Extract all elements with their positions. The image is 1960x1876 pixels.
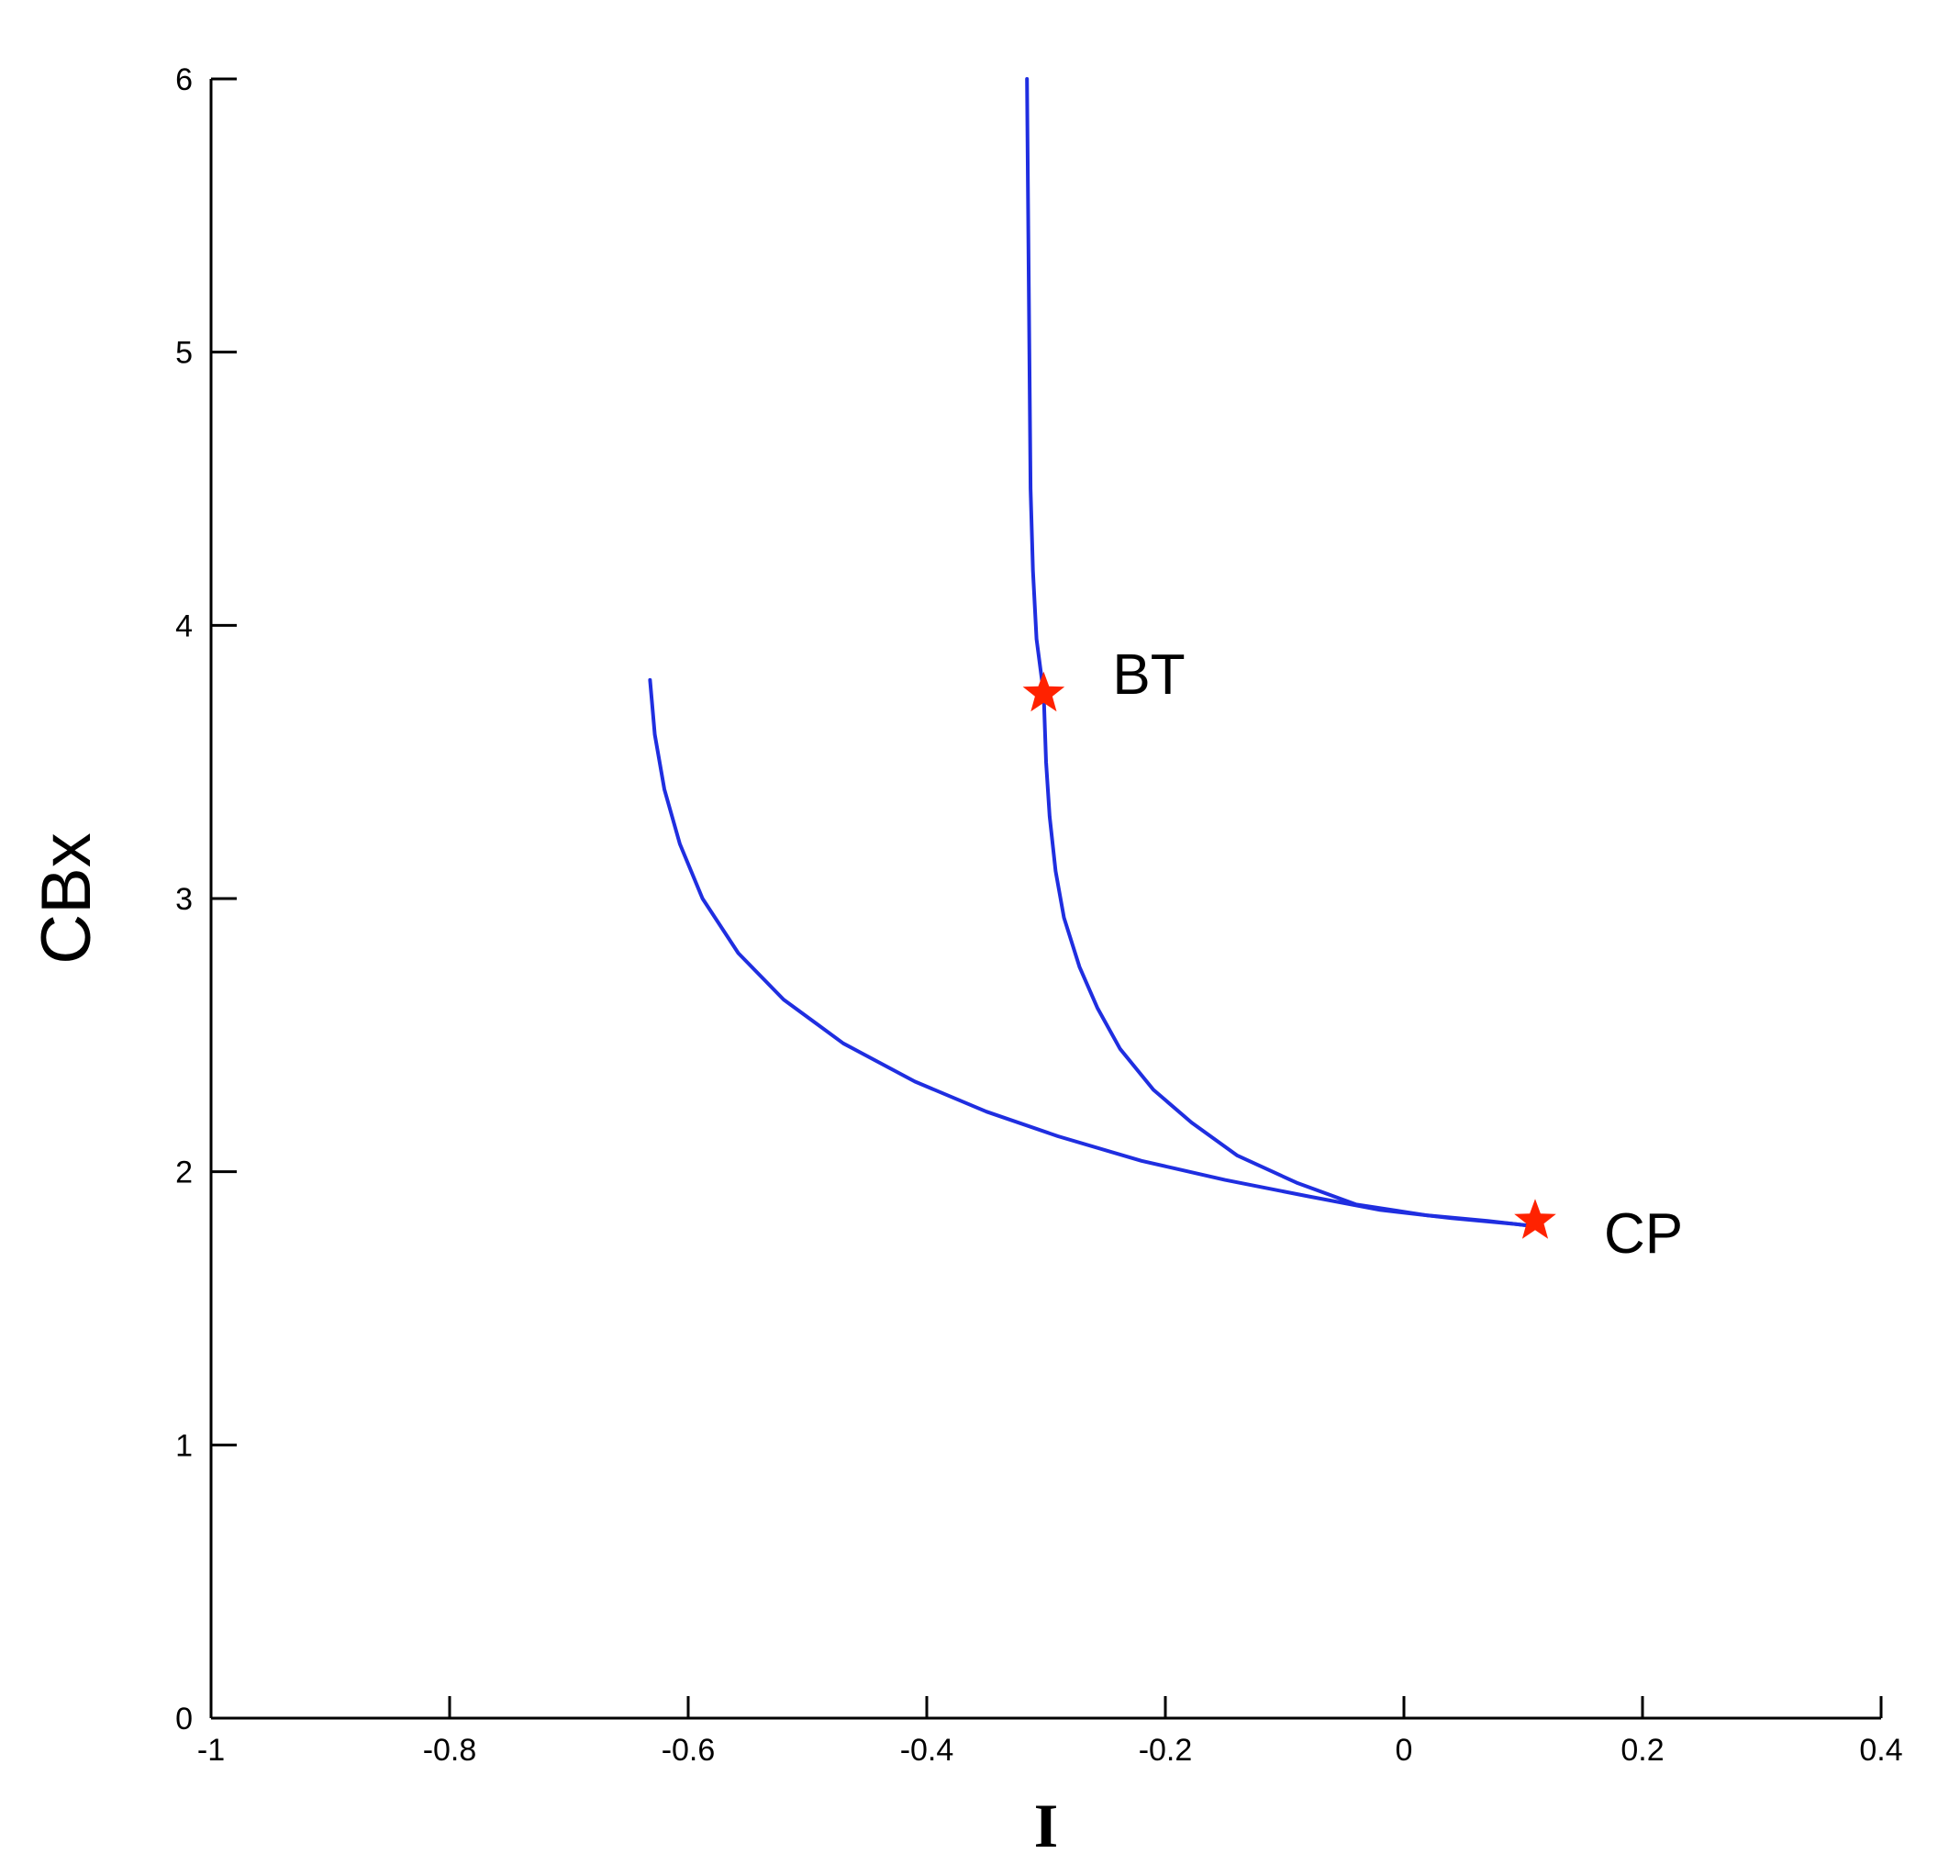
y-axis-label: CBx (28, 832, 106, 965)
x-tick-label: -0.2 (1139, 1733, 1193, 1768)
y-tick-label: 5 (175, 336, 193, 371)
y-ticks: 0 1 2 3 4 5 6 (175, 62, 237, 1736)
series-line-1 (1025, 77, 1537, 1229)
x-axis-label: I (1034, 1791, 1058, 1860)
y-tick-label: 6 (175, 62, 193, 97)
y-tick-label: 1 (175, 1428, 193, 1463)
star-marker-bt (1022, 671, 1065, 712)
y-tick-label: 0 (175, 1702, 193, 1736)
x-tick-label: -0.6 (662, 1733, 716, 1768)
series-layer (648, 77, 1537, 1229)
x-tick-label: 0.4 (1859, 1733, 1902, 1768)
series-line-2 (648, 677, 1537, 1229)
marker-layer: BT CP (1022, 643, 1683, 1266)
y-tick-label: 3 (175, 882, 193, 917)
x-tick-label: -0.4 (900, 1733, 954, 1768)
y-tick-label: 4 (175, 609, 193, 643)
x-tick-label: -1 (197, 1733, 225, 1768)
axes (209, 79, 1881, 1720)
annotation-label-bt: BT (1112, 643, 1185, 707)
x-tick-label: 0 (1396, 1733, 1413, 1768)
x-ticks: -1 -0.8 -0.6 -0.4 -0.2 0 0.2 0.4 (197, 1696, 1903, 1768)
star-marker-cp (1514, 1199, 1556, 1239)
x-tick-label: 0.2 (1620, 1733, 1664, 1768)
annotation-label-cp: CP (1604, 1202, 1683, 1266)
y-tick-label: 2 (175, 1156, 193, 1190)
x-tick-label: -0.8 (423, 1733, 477, 1768)
